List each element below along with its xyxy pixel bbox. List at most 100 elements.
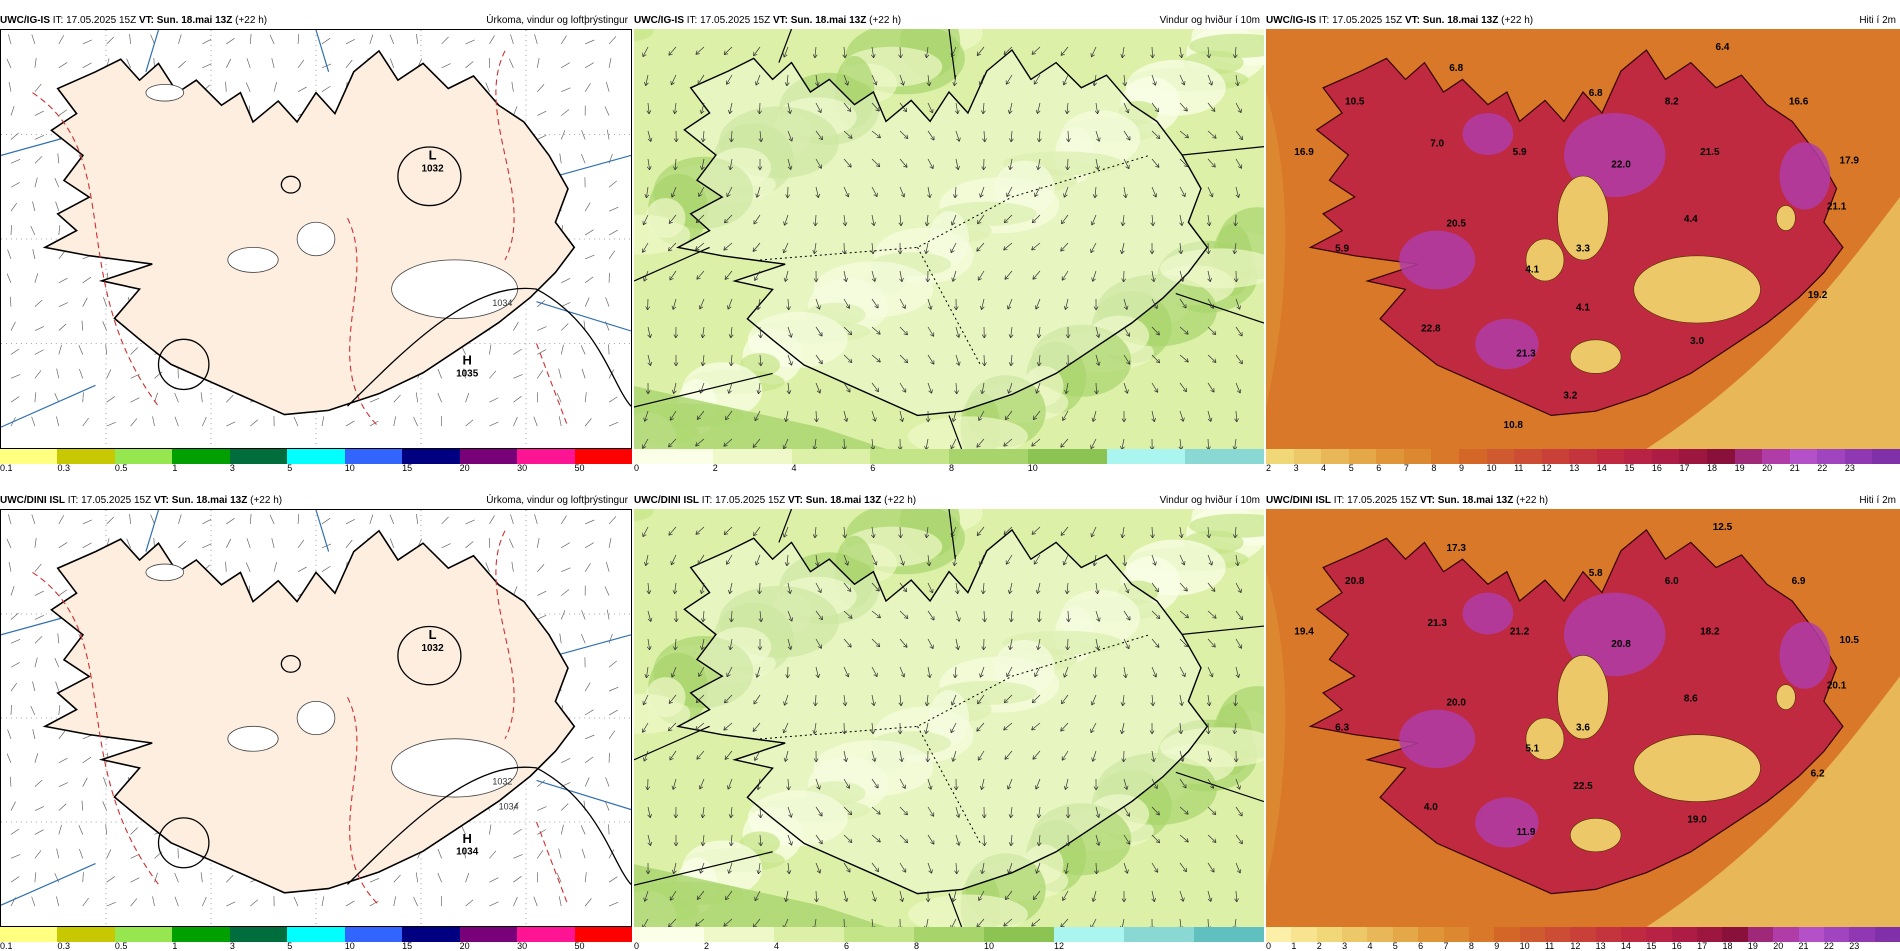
colorbar-segment (1469, 927, 1494, 942)
temperature-value: 4.0 (1424, 802, 1438, 813)
colorbar-segment (1735, 449, 1763, 464)
lead-time: (+22 h) (1498, 15, 1533, 26)
panel-wind-dini: UWC/DINI ISL IT: 17.05.2025 15Z VT: Sun.… (634, 492, 1264, 950)
temperature-value: 20.8 (1345, 576, 1365, 587)
colorbar-segment (460, 927, 517, 942)
colorbar-segment (1444, 927, 1469, 942)
colorbar-segment (1317, 927, 1342, 942)
colorbar-tick-label: 15 (1624, 463, 1634, 473)
panel-precip-igis: UWC/IG-IS IT: 17.05.2025 15Z VT: Sun. 18… (0, 12, 632, 472)
high-pressure-letter: H (463, 831, 472, 846)
colorbar-segment (1624, 449, 1652, 464)
colorbar-tick-label: 3 (1294, 463, 1299, 473)
colorbar-segment (115, 449, 172, 464)
run-info: UWC/IG-IS IT: 17.05.2025 15Z VT: Sun. 18… (634, 15, 901, 26)
colorbar (634, 449, 1264, 464)
temperature-value: 7.0 (1430, 139, 1444, 150)
colorbar-segment (1849, 927, 1874, 942)
vt-label: VT: (154, 495, 172, 506)
colorbar-segment (1762, 449, 1790, 464)
vt-label: VT: (788, 495, 806, 506)
colorbar-segment (1393, 927, 1418, 942)
colorbar-tick-label: 14 (1597, 463, 1607, 473)
panel-temp-igis: UWC/IG-IS IT: 17.05.2025 15Z VT: Sun. 18… (1266, 12, 1900, 472)
temperature-value: 19.2 (1808, 290, 1828, 301)
colorbar-segment (1652, 449, 1680, 464)
temperature-value: 4.4 (1684, 214, 1698, 225)
colorbar-tick-label: 5 (1349, 463, 1354, 473)
colorbar-segment (1748, 927, 1773, 942)
temperature-value: 21.3 (1427, 618, 1447, 629)
colorbar-segment (1367, 927, 1392, 942)
colorbar-segment (634, 449, 713, 464)
pressure-value: 1032 (421, 164, 444, 175)
temperature-value: 8.2 (1665, 97, 1679, 108)
temperature-value: 19.0 (1687, 815, 1707, 826)
temperature-value: 5.9 (1513, 147, 1527, 158)
colorbar-segment (1459, 449, 1487, 464)
temperature-value: 4.1 (1576, 302, 1590, 313)
panel-precip-dini: UWC/DINI ISL IT: 17.05.2025 15Z VT: Sun.… (0, 492, 632, 950)
colorbar-segment (0, 449, 57, 464)
run-info: UWC/IG-IS IT: 17.05.2025 15Z VT: Sun. 18… (0, 15, 267, 26)
run-info: UWC/IG-IS IT: 17.05.2025 15Z VT: Sun. 18… (1266, 15, 1533, 26)
low-pressure-letter: L (429, 627, 437, 642)
colorbar-segment (345, 927, 402, 942)
colorbar-segment (1266, 449, 1294, 464)
colorbar-tick-label: 12 (1542, 463, 1552, 473)
colorbar-tick-label: 50 (575, 463, 585, 473)
colorbar-segment (1596, 927, 1621, 942)
colorbar-tick-label: 0.3 (57, 463, 70, 473)
model-name: UWC/DINI ISL (0, 495, 65, 506)
temperature-value: 12.5 (1713, 522, 1733, 533)
colorbar-segment (1494, 927, 1519, 942)
it-label: IT: (50, 15, 66, 26)
map-svg (634, 509, 1264, 927)
isobar-label: 1032 (492, 777, 512, 787)
vt-label: VT: (773, 15, 791, 26)
init-time: 17.05.2025 15Z (1347, 495, 1420, 506)
colorbar-segment (1349, 449, 1377, 464)
vt-label: VT: (139, 15, 157, 26)
field-title: Úrkoma, vindur og loftþrýstingur (486, 15, 632, 26)
temperature-value: 22.5 (1573, 781, 1593, 792)
colorbar-segment (1431, 449, 1459, 464)
map-svg (634, 29, 1264, 449)
colorbar-segment (1672, 927, 1697, 942)
colorbar-segment (1376, 449, 1404, 464)
colorbar (0, 449, 632, 464)
temperature-value: 6.8 (1589, 88, 1603, 99)
temperature-value: 10.5 (1840, 635, 1860, 646)
colorbar-segment (1124, 927, 1194, 942)
temperature-value: 4.1 (1525, 265, 1539, 276)
colorbar-segment (713, 449, 792, 464)
colorbar-segment (1418, 927, 1443, 942)
colorbar-segment (949, 449, 1028, 464)
colorbar-segment (115, 927, 172, 942)
colorbar-segment (1028, 449, 1107, 464)
model-name: UWC/IG-IS (1266, 15, 1316, 26)
colorbar-tick-label: 11 (1514, 463, 1523, 473)
colorbar-tick-label: 22 (1817, 463, 1827, 473)
colorbar-tick-label: 21 (1790, 463, 1800, 473)
temperature-value: 20.1 (1827, 681, 1847, 692)
colorbar-segment (1790, 449, 1818, 464)
colorbar-segment (1845, 449, 1873, 464)
colorbar-segment (1872, 449, 1900, 464)
colorbar-segment (517, 927, 574, 942)
map-area (634, 29, 1264, 449)
panel-wind-igis: UWC/IG-IS IT: 17.05.2025 15Z VT: Sun. 18… (634, 12, 1264, 472)
colorbar-segment (287, 927, 344, 942)
high-pressure-letter: H (463, 352, 472, 367)
temperature-value: 11.9 (1516, 827, 1535, 838)
valid-time: Sun. 18.mai 13Z (172, 495, 248, 506)
field-title: Vindur og hviður í 10m (1160, 495, 1264, 506)
lead-time: (+22 h) (247, 495, 282, 506)
colorbar-tick-label: 16 (1652, 463, 1662, 473)
colorbar-segment (287, 449, 344, 464)
colorbar-segment (704, 927, 774, 942)
